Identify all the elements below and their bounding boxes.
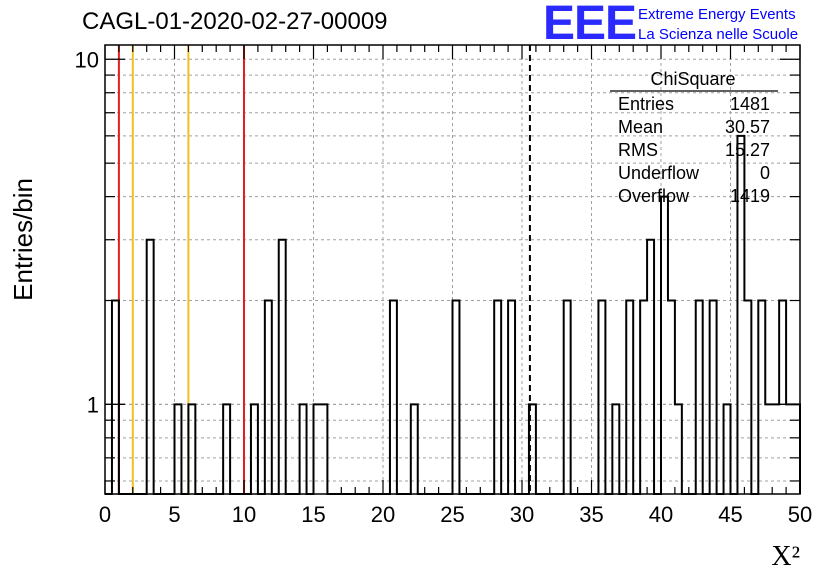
- histogram-bin: [647, 240, 654, 494]
- histogram-bin: [626, 301, 633, 494]
- histogram-bin: [508, 301, 515, 494]
- x-tick-label: 10: [232, 502, 256, 527]
- x-tick-label: 35: [579, 502, 603, 527]
- stats-label: Mean: [618, 117, 663, 137]
- x-tick-label: 30: [510, 502, 534, 527]
- histogram-bin: [265, 301, 272, 494]
- stats-title: ChiSquare: [650, 69, 735, 89]
- y-axis-label: Entries/bin: [8, 178, 38, 301]
- histogram-bin: [779, 301, 786, 494]
- stats-label: RMS: [618, 140, 658, 160]
- y-tick-labels: 1 10: [75, 47, 99, 417]
- histogram-bin: [564, 301, 571, 494]
- histogram-bin: [390, 301, 397, 494]
- histogram-bin: [112, 301, 119, 494]
- stats-value: 1419: [730, 186, 770, 206]
- stats-label: Overflow: [618, 186, 690, 206]
- eee-logo: EEE Extreme Energy Events La Scienza nel…: [543, 0, 836, 50]
- stats-value: 15.27: [725, 140, 770, 160]
- histogram-bin: [668, 301, 675, 494]
- logo-line-1: Extreme Energy Events: [638, 6, 796, 23]
- x-tick-label: 45: [718, 502, 742, 527]
- stats-box: ChiSquare Entries 1481 Mean 30.57 RMS 15.27 Un…: [610, 69, 778, 206]
- x-tick-label: 5: [168, 502, 180, 527]
- chart-title: CAGL-01-2020-02-27-00009: [82, 8, 388, 35]
- x-tick-label: 40: [649, 502, 673, 527]
- histogram-bin: [696, 301, 703, 494]
- logo-mark: EEE: [543, 0, 637, 50]
- histogram-bin: [147, 240, 154, 494]
- histogram-bin: [710, 301, 717, 494]
- x-axis-label: X²: [771, 541, 800, 572]
- histogram-bin: [758, 301, 765, 494]
- x-tick-label: 0: [99, 502, 111, 527]
- stats-label: Underflow: [618, 163, 700, 183]
- y-tick-label: 1: [87, 392, 99, 417]
- histogram-bin: [640, 301, 647, 494]
- x-tick-labels: 0 5 10 15 20 25 30 35 40 45 50: [99, 502, 812, 527]
- logo-line-2: La Scienza nelle Scuole: [638, 26, 799, 43]
- histogram-bin: [279, 240, 286, 494]
- x-tick-label: 25: [440, 502, 464, 527]
- histogram-bin: [494, 301, 501, 494]
- stats-label: Entries: [618, 94, 674, 114]
- histogram-bin: [598, 301, 605, 494]
- histogram-bin: [453, 301, 460, 494]
- x-tick-label: 15: [301, 502, 325, 527]
- histogram-bin: [661, 197, 668, 494]
- y-tick-label: 10: [75, 47, 99, 72]
- stats-value: 0: [760, 163, 770, 183]
- x-tick-label: 20: [371, 502, 395, 527]
- histogram-bin: [744, 301, 751, 494]
- axis-ticks: [104, 45, 801, 494]
- stats-value: 1481: [730, 94, 770, 114]
- x-tick-label: 50: [788, 502, 812, 527]
- stats-value: 30.57: [725, 117, 770, 137]
